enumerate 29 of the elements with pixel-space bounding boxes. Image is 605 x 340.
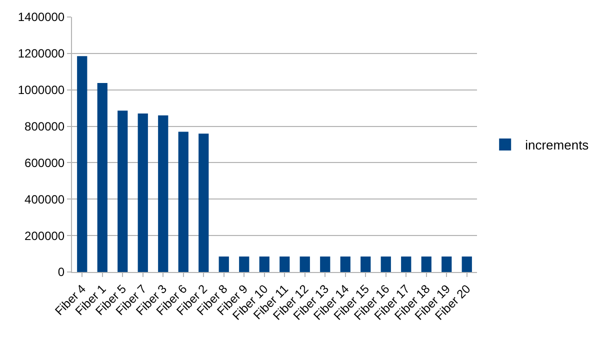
bar: [259, 256, 270, 272]
bar: [138, 114, 148, 272]
bar: [239, 256, 250, 272]
y-tick-label: 200000: [24, 228, 65, 243]
y-tick-label: 800000: [24, 119, 65, 134]
y-tick-label: 400000: [24, 192, 65, 206]
bar: [178, 132, 188, 272]
bar: [158, 115, 168, 272]
bar: [380, 256, 391, 272]
legend-label: increments: [525, 138, 590, 153]
bar: [442, 256, 452, 272]
bar: [320, 256, 330, 272]
y-tick-label: 1200000: [18, 46, 65, 61]
bar: [462, 256, 472, 272]
bar: [118, 110, 128, 272]
y-tick-label: 1400000: [18, 10, 65, 24]
bar: [300, 256, 310, 272]
y-tick-label: 0: [58, 265, 65, 280]
bar: [421, 256, 432, 272]
y-tick-label: 600000: [24, 156, 65, 170]
bar: [280, 256, 290, 272]
bar: [360, 256, 371, 272]
bar: [77, 56, 88, 272]
bar: [218, 256, 229, 272]
bar: [340, 256, 350, 272]
bar: [198, 134, 209, 272]
y-tick-label: 1000000: [18, 83, 65, 98]
bar: [97, 82, 108, 272]
bar: [401, 256, 412, 272]
